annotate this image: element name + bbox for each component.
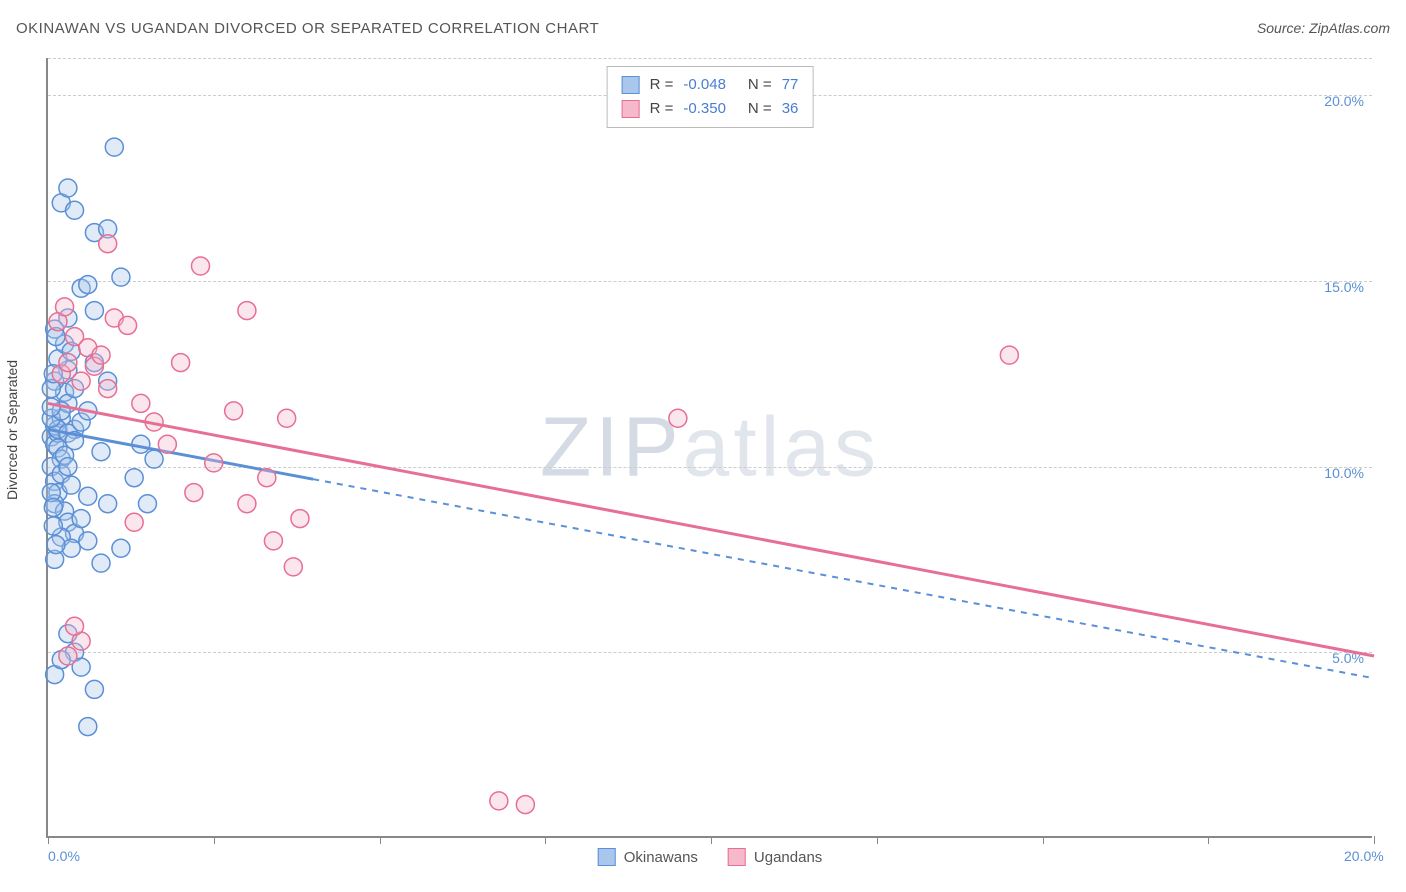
data-point xyxy=(79,532,97,550)
data-point xyxy=(205,454,223,472)
data-point xyxy=(138,495,156,513)
data-point xyxy=(225,402,243,420)
scatter-svg xyxy=(48,58,1372,836)
data-point xyxy=(284,558,302,576)
legend-n-label: N = xyxy=(748,73,772,97)
x-tick-label: 20.0% xyxy=(1344,848,1384,864)
legend-swatch xyxy=(728,848,746,866)
legend-swatch xyxy=(622,100,640,118)
data-point xyxy=(119,316,137,334)
x-tick xyxy=(711,836,712,844)
x-tick xyxy=(877,836,878,844)
data-point xyxy=(66,617,84,635)
legend-series-item[interactable]: Okinawans xyxy=(598,848,698,866)
data-point xyxy=(92,346,110,364)
data-point xyxy=(516,796,534,814)
legend-series: Okinawans Ugandans xyxy=(598,848,823,866)
data-point xyxy=(42,398,60,416)
x-tick xyxy=(1043,836,1044,844)
data-point xyxy=(85,680,103,698)
x-tick xyxy=(545,836,546,844)
data-point xyxy=(44,517,62,535)
data-point xyxy=(145,450,163,468)
x-tick xyxy=(1374,836,1375,844)
data-point xyxy=(1000,346,1018,364)
data-point xyxy=(291,510,309,528)
x-tick-label: 0.0% xyxy=(48,848,80,864)
legend-correlation-row: R = -0.350 N = 36 xyxy=(622,97,799,121)
trend-line-solid xyxy=(48,403,1374,656)
legend-n-value: 36 xyxy=(782,97,799,121)
data-point xyxy=(79,487,97,505)
data-point xyxy=(72,510,90,528)
data-point xyxy=(56,298,74,316)
data-point xyxy=(79,718,97,736)
x-tick xyxy=(48,836,49,844)
data-point xyxy=(92,554,110,572)
data-point xyxy=(99,380,117,398)
plot-area: ZIPatlas 5.0%10.0%15.0%20.0% 0.0%20.0% R… xyxy=(46,58,1372,838)
legend-series-label: Ugandans xyxy=(754,849,822,866)
chart-title: OKINAWAN VS UGANDAN DIVORCED OR SEPARATE… xyxy=(16,20,599,37)
legend-series-item[interactable]: Ugandans xyxy=(728,848,822,866)
legend-r-value: -0.048 xyxy=(683,73,726,97)
data-point xyxy=(105,138,123,156)
data-point xyxy=(125,469,143,487)
data-point xyxy=(490,792,508,810)
data-point xyxy=(112,539,130,557)
y-axis-label: Divorced or Separated xyxy=(4,360,20,500)
data-point xyxy=(62,476,80,494)
data-point xyxy=(238,302,256,320)
legend-swatch xyxy=(598,848,616,866)
data-point xyxy=(44,498,62,516)
chart-container: OKINAWAN VS UGANDAN DIVORCED OR SEPARATE… xyxy=(0,0,1406,892)
source-link[interactable]: ZipAtlas.com xyxy=(1309,20,1390,36)
data-point xyxy=(99,235,117,253)
data-point xyxy=(92,443,110,461)
x-tick xyxy=(1208,836,1209,844)
legend-n-label: N = xyxy=(748,97,772,121)
data-point xyxy=(238,495,256,513)
source-label: Source: ZipAtlas.com xyxy=(1257,20,1390,36)
source-prefix: Source: xyxy=(1257,20,1305,36)
data-point xyxy=(258,469,276,487)
legend-correlation-row: R = -0.048 N = 77 xyxy=(622,73,799,97)
data-point xyxy=(112,268,130,286)
data-point xyxy=(66,201,84,219)
title-row: OKINAWAN VS UGANDAN DIVORCED OR SEPARATE… xyxy=(16,20,1390,37)
data-point xyxy=(278,409,296,427)
data-point xyxy=(59,179,77,197)
legend-r-value: -0.350 xyxy=(683,97,726,121)
data-point xyxy=(72,372,90,390)
trend-line-dashed xyxy=(313,479,1374,678)
data-point xyxy=(59,354,77,372)
x-tick xyxy=(214,836,215,844)
data-point xyxy=(85,302,103,320)
data-point xyxy=(172,354,190,372)
data-point xyxy=(132,394,150,412)
data-point xyxy=(47,536,65,554)
data-point xyxy=(264,532,282,550)
data-point xyxy=(79,276,97,294)
legend-r-label: R = xyxy=(650,97,674,121)
legend-swatch xyxy=(622,76,640,94)
legend-correlation: R = -0.048 N = 77 R = -0.350 N = 36 xyxy=(607,66,814,128)
legend-r-label: R = xyxy=(650,73,674,97)
legend-series-label: Okinawans xyxy=(624,849,698,866)
data-point xyxy=(185,484,203,502)
x-tick xyxy=(380,836,381,844)
data-point xyxy=(59,458,77,476)
data-point xyxy=(59,647,77,665)
data-point xyxy=(99,495,117,513)
data-point xyxy=(191,257,209,275)
data-point xyxy=(158,435,176,453)
data-point xyxy=(125,513,143,531)
legend-n-value: 77 xyxy=(782,73,799,97)
data-point xyxy=(669,409,687,427)
